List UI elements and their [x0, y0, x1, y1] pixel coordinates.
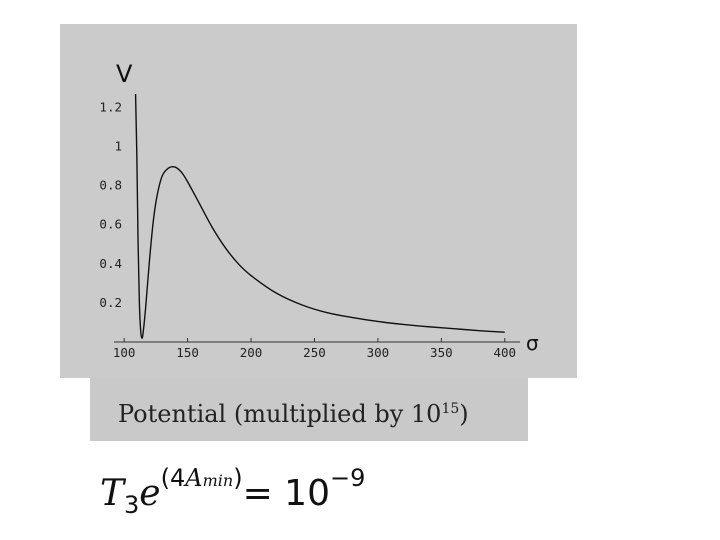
equation-base-subscript: 3	[124, 491, 140, 520]
x-tick-label: 150	[176, 345, 199, 360]
equation-exp-open: (4	[160, 464, 186, 492]
caption-suffix: )	[459, 400, 469, 428]
equation: T3e(4Amin)= 10−9	[100, 464, 365, 530]
equation-rhs-exponent: −9	[329, 464, 366, 492]
equation-relation: = 10	[242, 473, 330, 514]
x-tick-label: 250	[303, 345, 326, 360]
y-tick-label: 0.4	[99, 256, 122, 271]
equation-exp-close: )	[233, 464, 243, 492]
y-tick-label: 0.6	[99, 217, 122, 232]
x-tick-label: 300	[367, 345, 390, 360]
caption-text: Potential (multiplied by 1015)	[118, 400, 469, 428]
x-tick-label: 200	[240, 345, 263, 360]
equation-exp-base: e	[139, 473, 161, 514]
caption-exponent: 15	[441, 401, 460, 417]
caption-strip: Potential (multiplied by 1015)	[90, 378, 528, 441]
y-tick-label: 0.8	[99, 178, 122, 193]
x-tick-label: 100	[113, 345, 136, 360]
potential-curve	[134, 93, 505, 339]
x-tick-label: 400	[493, 345, 516, 360]
x-axis-label: σ	[526, 331, 539, 355]
potential-chart: 100 150 200 250 300 350 400 0.2 0.4 0.6 0.8 1 1.2 V…	[99, 60, 539, 360]
caption-prefix: Potential (multiplied by 10	[118, 400, 442, 428]
equation-exp-var: A	[185, 464, 203, 492]
plot-panel: 100 150 200 250 300 350 400 0.2 0.4 0.6 0.8 1 1.2 V…	[60, 24, 577, 378]
equation-base: T	[100, 473, 125, 514]
y-axis-label: V	[116, 60, 133, 88]
y-tick-label: 1.2	[99, 99, 122, 114]
y-tick-label: 0.2	[99, 295, 122, 310]
x-tick-label: 350	[430, 345, 453, 360]
y-tick-label: 1	[114, 139, 122, 154]
equation-exp-subscript: min	[202, 471, 234, 490]
